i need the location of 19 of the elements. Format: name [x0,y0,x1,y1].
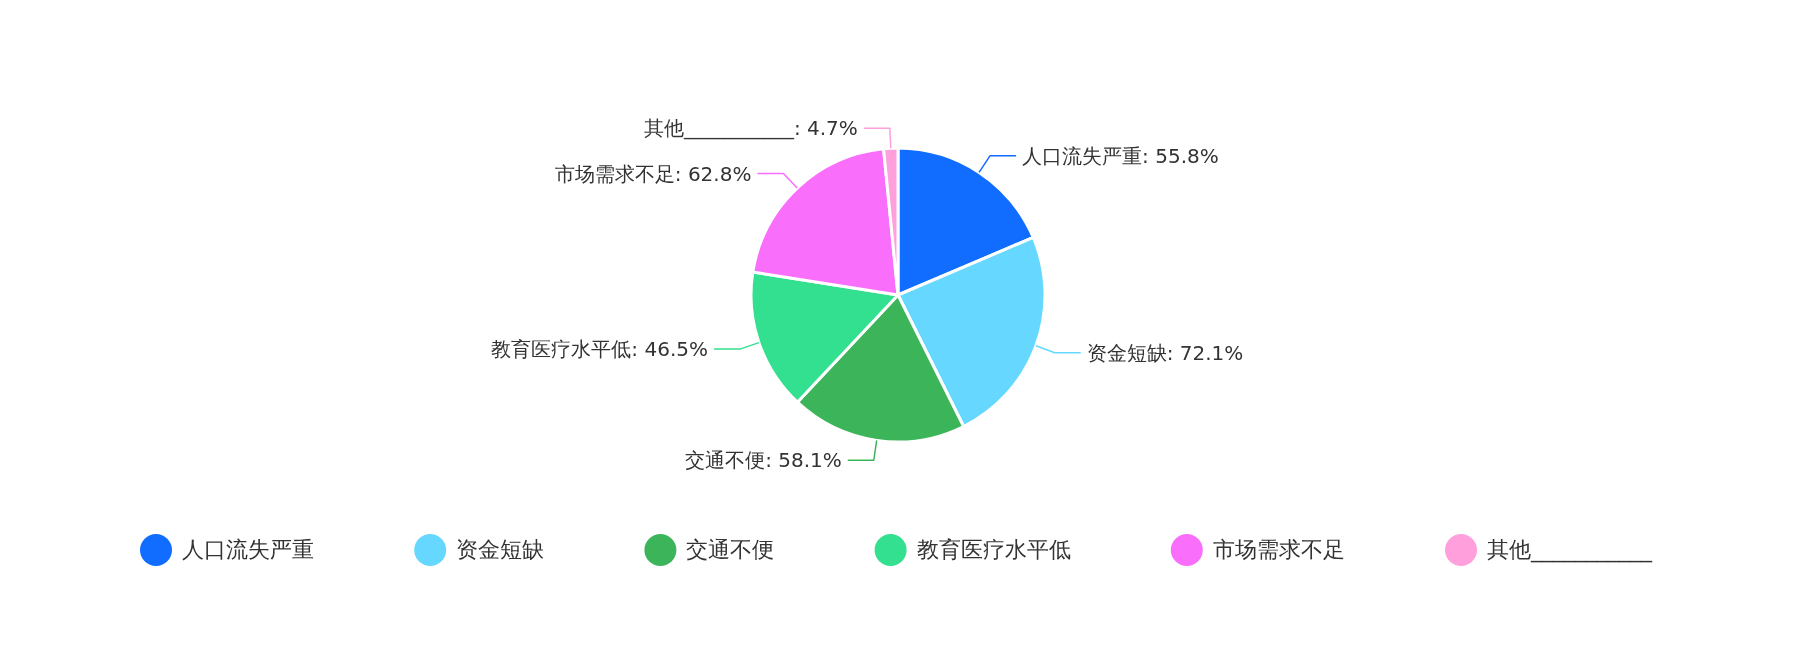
data-label: : 72.1% [1166,340,1244,365]
slice-label: 教育医疗水平低 [491,337,632,362]
legend-label: 市场需求不足 [1212,537,1345,562]
slice-label: 交通不便 [685,448,766,473]
legend-label: 人口流失严重 [182,537,314,562]
slice-label: 资金短缺 [1086,340,1167,365]
slice-label: 市场需求不足 [554,161,675,186]
slice-label: 其他___________ [643,116,795,141]
data-label: : 55.8% [1142,143,1219,168]
slice-label: 人口流失严重 [1022,143,1143,168]
data-label: : 46.5% [631,337,708,362]
data-label: : 4.7% [793,116,858,141]
legend-label: 交通不便 [686,537,775,562]
data-label: : 62.8% [674,161,752,186]
legend-label: 资金短缺 [456,537,545,562]
data-label: : 58.1% [765,448,842,473]
legend-label: 其他___________ [1487,537,1653,563]
pie-slice [751,147,900,297]
legend-label: 教育医疗水平低 [916,537,1071,562]
